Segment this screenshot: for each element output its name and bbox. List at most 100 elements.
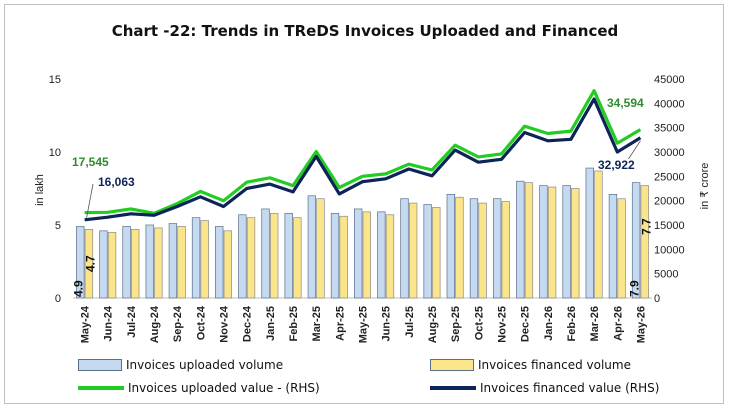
bar-financed-volume	[107, 231, 117, 299]
x-tick-label: Oct-25	[473, 306, 485, 340]
x-tick-label: Jul-24	[126, 305, 138, 338]
bar-uploaded-volume	[238, 214, 247, 299]
x-tick-label: Apr-26	[612, 306, 624, 341]
bar-financed-volume	[524, 182, 534, 299]
x-tick-label: Sep-24	[172, 305, 184, 342]
y-tick-right: 45000	[654, 74, 685, 86]
bar-uploaded-volume	[330, 212, 340, 299]
x-tick-label: Feb-25	[288, 306, 300, 341]
x-tick-label: Jul-25	[404, 306, 416, 338]
bar-uploaded-volume	[562, 185, 571, 299]
x-tick-label: Dec-25	[520, 306, 532, 342]
bar-financed-volume	[246, 217, 256, 299]
bar-uploaded-volume	[631, 182, 641, 299]
data-label-uploaded-volume-last: 7.9	[627, 280, 641, 297]
bar-uploaded-volume	[191, 217, 201, 299]
x-tick-label: May-24	[80, 305, 92, 343]
legend-swatch-financed-volume	[430, 359, 474, 371]
x-tick-label: Nov-24	[219, 305, 231, 343]
bar-uploaded-volume	[284, 212, 293, 299]
bar-financed-volume	[640, 185, 649, 299]
x-tick-label: Jun-24	[103, 305, 115, 341]
bar-uploaded-volume	[469, 198, 479, 299]
bar-uploaded-volume	[145, 224, 154, 299]
bar-financed-volume	[385, 214, 395, 299]
bar-financed-volume	[200, 220, 209, 299]
legend-swatch-uploaded-value	[78, 386, 124, 390]
bar-financed-volume	[362, 211, 371, 299]
bar-financed-volume	[270, 212, 279, 299]
x-tick-label: Oct-24	[195, 305, 207, 340]
y-tick-left: 10	[49, 147, 61, 159]
x-tick-label: Jan-25	[265, 306, 277, 341]
bar-financed-volume	[154, 227, 163, 299]
y-tick-right: 15000	[654, 220, 685, 232]
y-tick-right: 35000	[654, 123, 685, 135]
line-uploaded-value	[84, 89, 642, 215]
y-tick-left: 5	[55, 220, 61, 232]
data-label-financed-volume-last: 7.7	[639, 218, 653, 235]
bar-uploaded-volume	[215, 226, 224, 299]
data-label-financed-value-last: 32,922	[598, 158, 635, 172]
y-tick-right: 40000	[654, 98, 685, 110]
bar-uploaded-volume	[516, 180, 525, 299]
line-financed-value	[84, 97, 642, 222]
legend-item-financed-volume: Invoices financed volume	[430, 358, 631, 372]
y-tick-right: 10000	[654, 244, 685, 256]
bar-uploaded-volume	[585, 167, 594, 299]
x-tick-label: Nov-25	[496, 306, 508, 343]
legend-item-uploaded-volume: Invoices uploaded volume	[78, 358, 283, 372]
data-label-uploaded-value-first: 17,545	[72, 155, 109, 169]
y-tick-left: 0	[55, 293, 61, 305]
y-axis-label-left: in lakh	[34, 174, 46, 206]
bar-financed-volume	[571, 188, 580, 299]
y-tick-right: 0	[654, 293, 660, 305]
x-tick-label: Feb-26	[566, 306, 578, 341]
legend-label-financed-volume: Invoices financed volume	[478, 358, 631, 372]
data-label-uploaded-volume-first: 4.9	[72, 280, 86, 297]
bar-financed-volume	[478, 202, 487, 299]
y-tick-right: 25000	[654, 171, 685, 183]
y-tick-right: 5000	[654, 269, 678, 281]
bar-uploaded-volume	[168, 223, 178, 299]
bar-uploaded-volume	[99, 230, 108, 299]
chart-title: Chart -22: Trends in TReDS Invoices Uplo…	[111, 22, 619, 40]
bar-uploaded-volume	[354, 208, 363, 299]
x-tick-label: Aug-25	[427, 306, 439, 343]
x-tick-label: Mar-26	[589, 306, 601, 341]
bar-uploaded-volume	[307, 195, 317, 299]
bar-financed-volume	[131, 229, 140, 299]
x-tick-label: Jan-26	[543, 306, 555, 341]
bar-uploaded-volume	[492, 198, 502, 299]
bar-uploaded-volume	[377, 211, 386, 299]
legend-item-uploaded-value: Invoices uploaded value - (RHS)	[78, 381, 320, 395]
x-tick-label: Sep-25	[450, 306, 462, 342]
bar-financed-volume	[316, 198, 325, 299]
x-tick-label: Mar-25	[311, 306, 323, 341]
bar-financed-volume	[594, 170, 603, 299]
bar-financed-volume	[501, 201, 510, 299]
x-tick-label: May-26	[635, 306, 647, 343]
y-tick-right: 30000	[654, 147, 685, 159]
x-tick-label: May-25	[358, 306, 370, 343]
legend-swatch-financed-value	[430, 386, 476, 390]
legend-label-uploaded-value: Invoices uploaded value - (RHS)	[128, 381, 320, 395]
bar-financed-volume	[617, 198, 626, 299]
bar-financed-volume	[177, 226, 186, 299]
data-label-uploaded-value-last: 34,594	[607, 96, 644, 110]
chart-frame	[4, 4, 724, 404]
bar-financed-volume	[84, 229, 94, 299]
x-tick-label: Jun-25	[381, 306, 393, 341]
legend-label-uploaded-volume: Invoices uploaded volume	[126, 358, 284, 372]
bar-uploaded-volume	[122, 226, 131, 299]
leader-line-last	[628, 140, 641, 160]
bar-uploaded-volume	[76, 226, 85, 299]
bar-financed-volume	[223, 230, 233, 299]
x-tick-label: Aug-24	[149, 305, 161, 343]
bar-financed-volume	[432, 207, 441, 299]
y-tick-right: 20000	[654, 196, 685, 208]
bar-uploaded-volume	[400, 198, 409, 299]
bar-financed-volume	[293, 217, 302, 299]
bar-uploaded-volume	[446, 193, 455, 299]
